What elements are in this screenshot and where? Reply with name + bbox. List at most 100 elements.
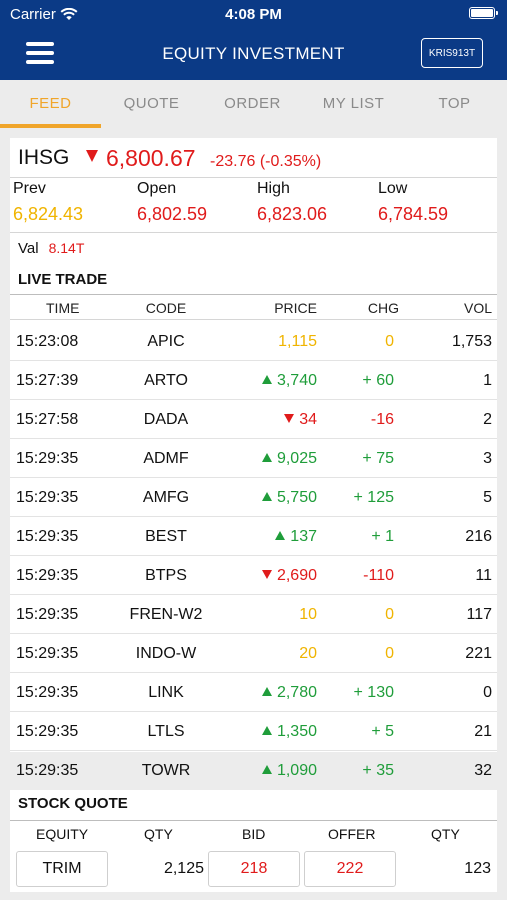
trade-price: 1,115 <box>278 322 317 361</box>
table-row[interactable]: 15:29:35 LTLS 1,350 + 5 21 <box>10 712 497 751</box>
index-header-row: IHSG 6,800.67 -23.76 (-0.35%) <box>10 138 497 178</box>
bid-price-box[interactable]: 218 <box>208 851 300 887</box>
trade-code: BTPS <box>145 567 187 584</box>
table-row[interactable]: 15:27:58 DADA 34 -16 2 <box>10 400 497 439</box>
stock-quote-panel: STOCK QUOTE EQUITY QTY BID OFFER QTY TRI… <box>10 790 497 892</box>
stat-value: 6,784.59 <box>378 204 449 224</box>
index-change: -23.76 (-0.35%) <box>210 153 322 170</box>
trade-volume: 11 <box>475 567 492 584</box>
trade-volume: 2 <box>483 411 492 428</box>
col-header-vol: VOL <box>463 300 492 316</box>
down-arrow-icon <box>86 150 98 162</box>
trade-price-value: 1,115 <box>278 333 317 350</box>
trade-price-value: 2,690 <box>276 567 317 584</box>
table-row[interactable]: 15:29:35 AMFG 5,750 + 125 5 <box>10 478 497 517</box>
trade-time: 15:27:58 <box>16 411 79 428</box>
trade-price-value: 3,740 <box>276 372 317 389</box>
trade-time: 15:23:08 <box>16 333 79 350</box>
trade-code: BEST <box>145 528 187 545</box>
col-header-chg: CHG <box>367 300 399 316</box>
user-id-button[interactable]: KRIS913T <box>421 38 483 68</box>
trade-volume: 32 <box>474 762 492 779</box>
table-row[interactable]: 15:29:35 TOWR 1,090 + 35 32 <box>10 752 497 790</box>
trade-time: 15:29:35 <box>16 489 79 506</box>
trade-volume: 221 <box>465 645 492 662</box>
trade-price: 5,750 <box>261 478 317 517</box>
trade-price-value: 20 <box>299 645 317 662</box>
trade-code: DADA <box>143 411 189 428</box>
trade-change: + 5 <box>371 723 394 740</box>
stock-quote-header: EQUITY QTY BID OFFER QTY <box>10 820 497 846</box>
trade-volume: 117 <box>466 606 492 623</box>
live-trade-title: LIVE TRADE <box>18 271 108 288</box>
col-header-offer-qty: QTY <box>431 826 460 842</box>
offer-price-box[interactable]: 222 <box>304 851 396 887</box>
table-row[interactable]: 15:29:35 INDO-W 20 0 221 <box>10 634 497 673</box>
trade-code: AMFG <box>142 489 190 506</box>
table-row[interactable]: 15:29:35 ADMF 9,025 + 75 3 <box>10 439 497 478</box>
trade-price: 3,740 <box>261 361 317 400</box>
trade-volume: 1 <box>483 372 492 389</box>
table-row[interactable]: 15:29:35 BEST 137 + 1 216 <box>10 517 497 556</box>
up-arrow-icon <box>261 687 272 696</box>
tab-order[interactable]: ORDER <box>224 95 281 112</box>
up-arrow-icon <box>261 453 272 462</box>
battery-icon <box>469 7 498 19</box>
trade-code: APIC <box>147 333 185 350</box>
up-arrow-icon <box>261 765 272 774</box>
trade-change: + 35 <box>362 762 394 779</box>
stat-value: 6,802.59 <box>137 204 208 224</box>
trade-time: 15:27:39 <box>16 372 79 389</box>
trade-volume: 0 <box>483 684 492 701</box>
stat-label: Low <box>378 180 408 197</box>
offer-qty-value: 123 <box>464 860 491 877</box>
trade-code: ARTO <box>144 372 188 389</box>
trade-change: 0 <box>385 645 394 662</box>
wifi-icon <box>60 8 78 20</box>
col-header-code: CODE <box>145 300 187 316</box>
tab-feed[interactable]: FEED <box>0 80 101 128</box>
equity-code-box[interactable]: TRIM <box>16 851 108 887</box>
value-traded: Val 8.14T <box>18 240 84 257</box>
stat-value: 6,824.43 <box>13 204 84 224</box>
trade-price: 9,025 <box>261 439 317 478</box>
trade-price-value: 5,750 <box>276 489 317 506</box>
trade-price-value: 137 <box>290 528 317 545</box>
trade-code: LINK <box>148 684 184 701</box>
col-header-equity: EQUITY <box>36 826 89 842</box>
trade-change: + 1 <box>371 528 394 545</box>
trade-change: -16 <box>370 411 394 428</box>
stat-open: Open 6,802.59 <box>137 180 257 225</box>
col-header-price: PRICE <box>274 300 317 316</box>
trade-code: INDO-W <box>135 645 197 662</box>
trade-time: 15:29:35 <box>16 450 79 467</box>
table-row[interactable]: 15:29:35 LINK 2,780 + 130 0 <box>10 673 497 712</box>
trade-price-value: 2,780 <box>276 684 317 701</box>
trade-code: ADMF <box>143 450 189 467</box>
col-header-bid-qty: QTY <box>144 826 173 842</box>
stat-high: High 6,823.06 <box>257 180 377 225</box>
down-arrow-icon <box>261 570 272 579</box>
trade-volume: 21 <box>474 723 492 740</box>
tab-bar: FEED QUOTE ORDER MY LIST TOP <box>0 80 507 128</box>
table-row[interactable]: 15:27:39 ARTO 3,740 + 60 1 <box>10 361 497 400</box>
trade-time: 15:29:35 <box>16 762 79 779</box>
stat-label: Open <box>137 180 177 197</box>
trade-price: 2,780 <box>261 673 317 712</box>
trade-price: 137 <box>275 517 317 556</box>
trade-price: 1,090 <box>261 752 317 790</box>
table-row[interactable]: 15:29:35 BTPS 2,690 -110 11 <box>10 556 497 595</box>
tab-quote[interactable]: QUOTE <box>123 95 180 112</box>
page-title: EQUITY INVESTMENT <box>162 44 345 63</box>
stat-low: Low 6,784.59 <box>378 180 498 225</box>
index-summary-card[interactable]: IHSG 6,800.67 -23.76 (-0.35%) Prev 6,824… <box>10 138 497 266</box>
tab-my-list[interactable]: MY LIST <box>322 95 385 112</box>
hamburger-menu-icon[interactable] <box>26 42 54 64</box>
table-row[interactable]: 15:29:35 FREN-W2 10 0 117 <box>10 595 497 634</box>
up-arrow-icon <box>275 531 286 540</box>
table-row[interactable]: 15:23:08 APIC 1,115 0 1,753 <box>10 322 497 361</box>
trade-time: 15:29:35 <box>16 567 79 584</box>
live-trade-header: TIME CODE PRICE CHG VOL <box>10 294 497 320</box>
tab-top[interactable]: TOP <box>438 95 471 112</box>
bid-qty-value: 2,125 <box>163 860 204 877</box>
